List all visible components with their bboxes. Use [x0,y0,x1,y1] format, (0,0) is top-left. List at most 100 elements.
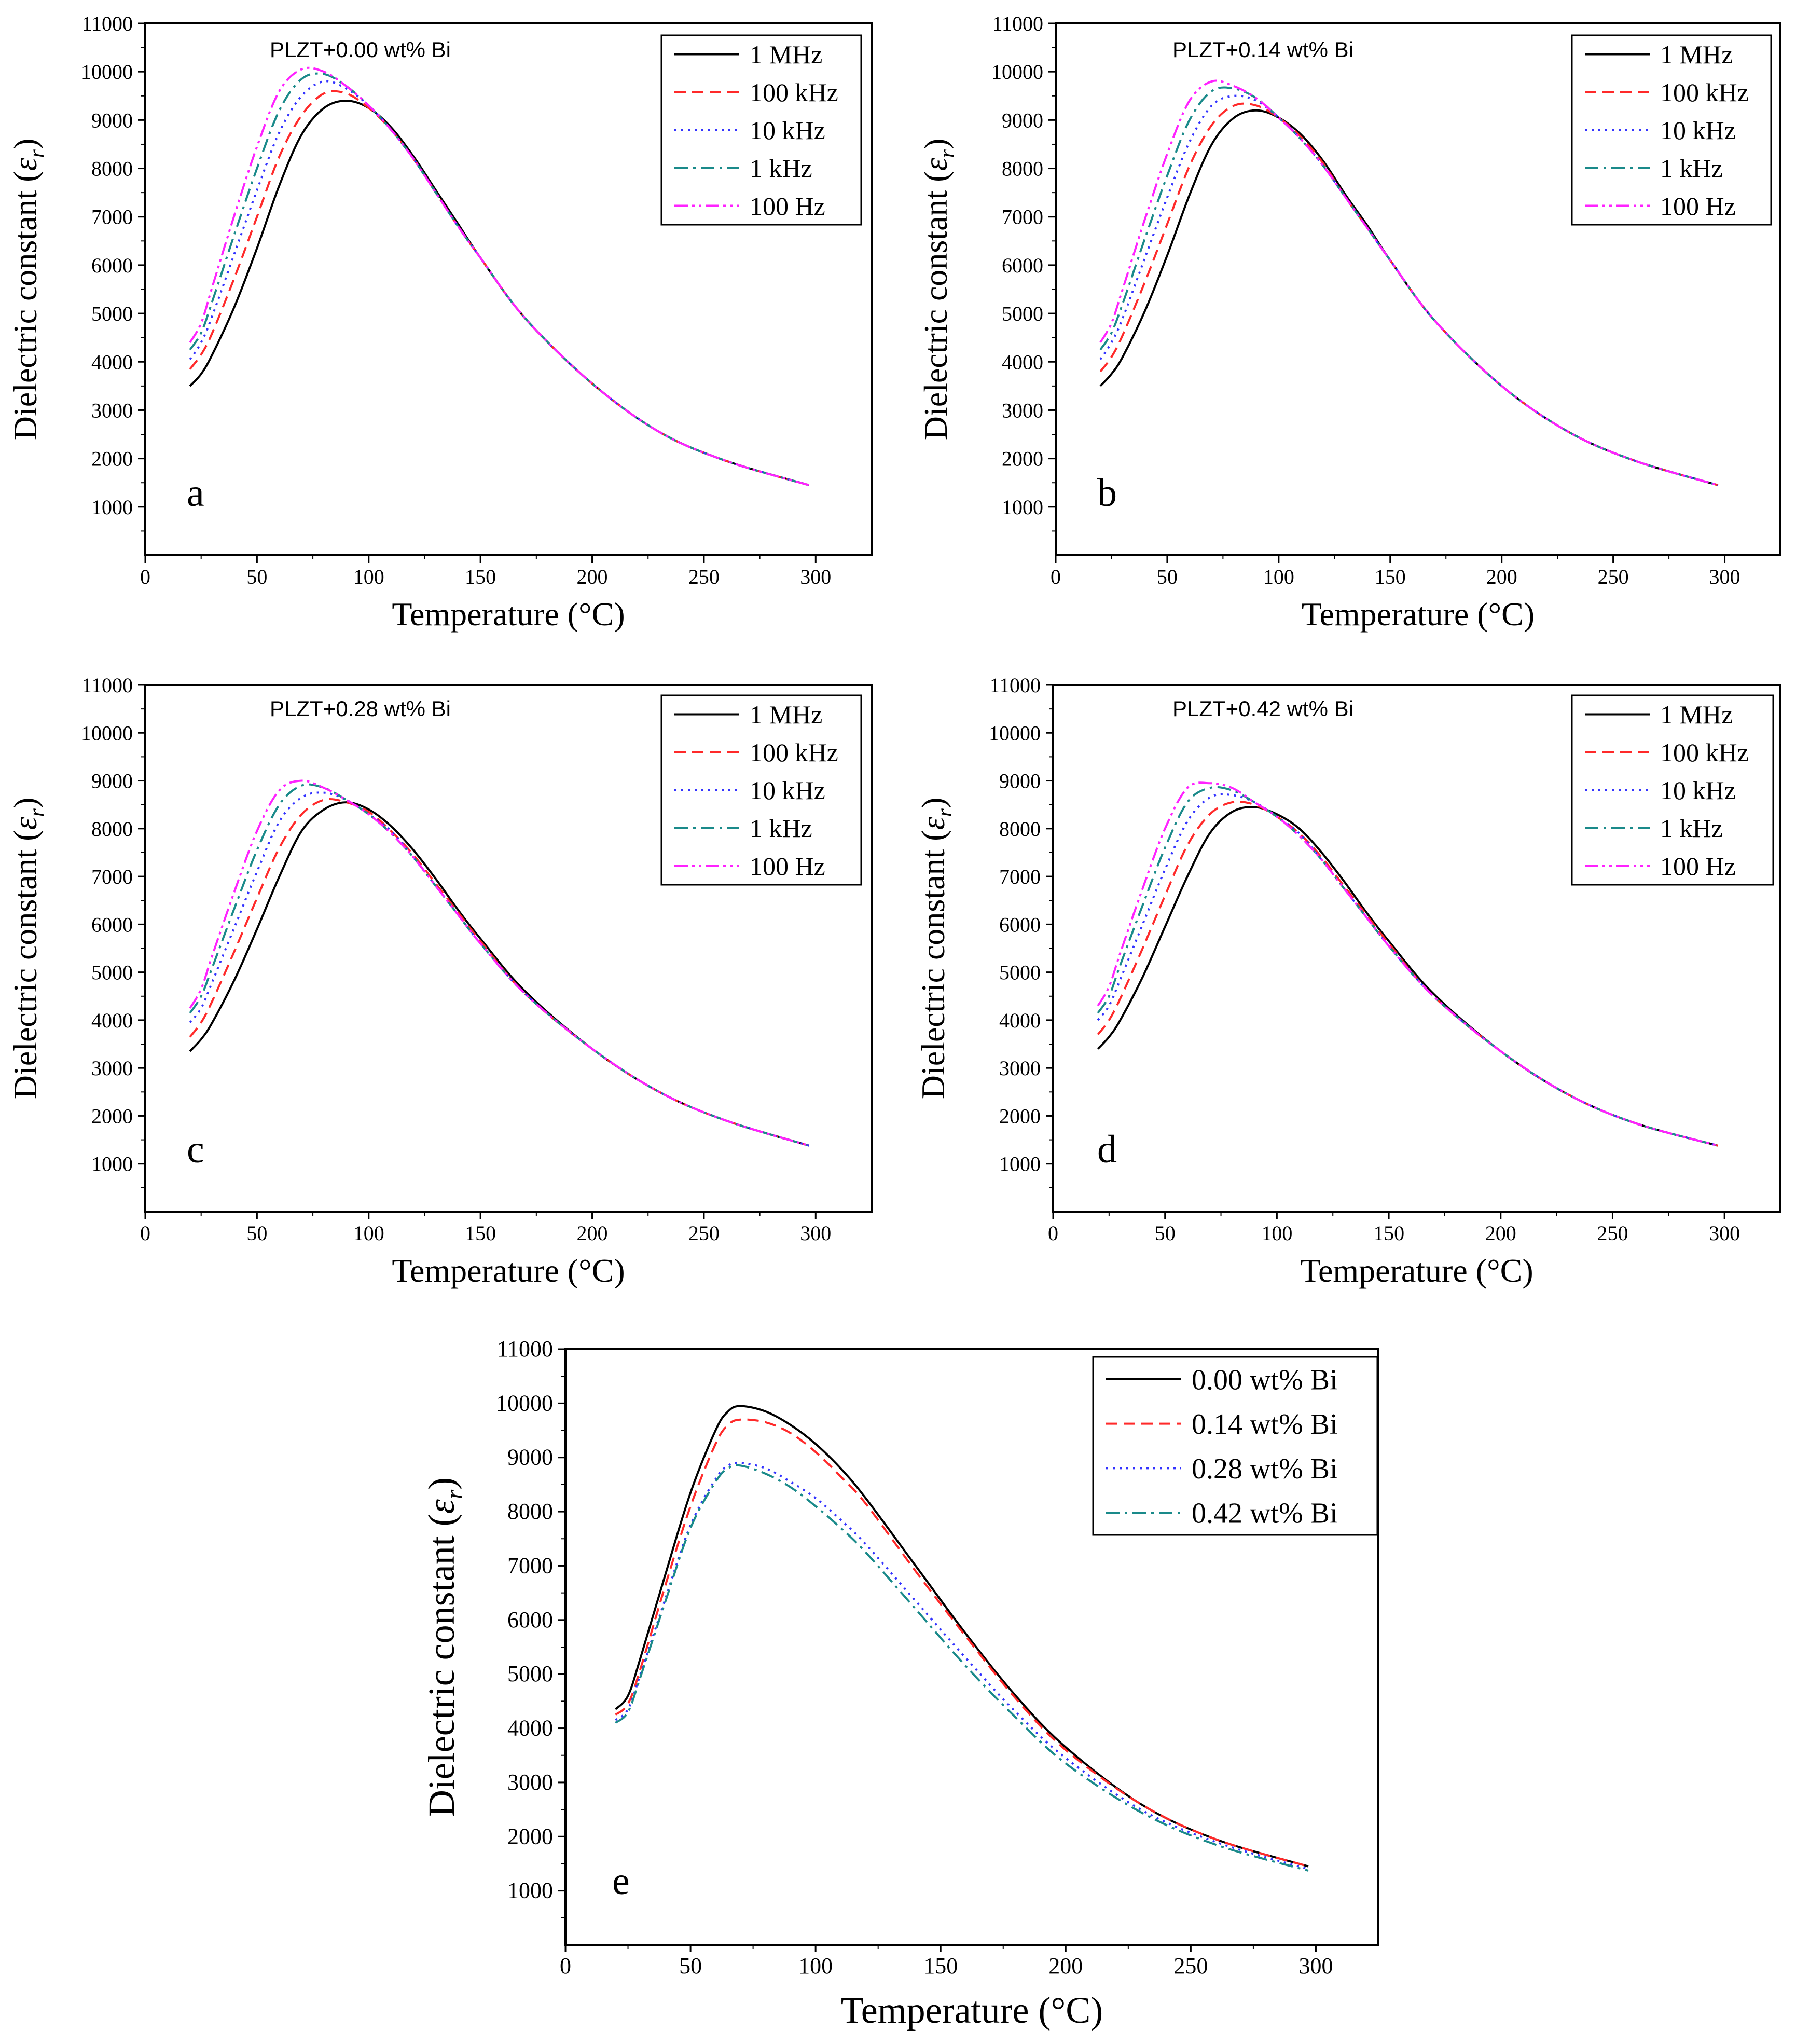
y-tick-label: 10000 [81,721,133,745]
series-line-0-28-wt-bi [615,1461,1309,1870]
y-tick-label: 7000 [91,865,133,888]
y-tick-label: 8000 [999,817,1041,841]
y-tick-label: 10000 [81,60,133,84]
x-tick-label: 50 [1155,1222,1176,1245]
x-tick-label: 0 [140,565,150,588]
x-tick-label: 250 [1598,565,1629,588]
y-tick-label: 5000 [91,302,133,325]
legend: 1 MHz 100 kHz 10 kHz 1 kHz 100 Hz [660,694,862,886]
y-tick-label: 8000 [91,157,133,181]
y-tick-label: 11000 [992,12,1043,35]
y-tick-label: 3000 [1002,399,1043,422]
legend: 0.00 wt% Bi 0.14 wt% Bi 0.28 wt% Bi 0.42 wt… [1092,1356,1378,1536]
y-axis-label-text: Dielectric constant ( [915,830,951,1099]
y-tick-label: 11000 [81,12,133,35]
y-tick-label: 10000 [991,60,1043,84]
chart-title: PLZT+0.00 wt% Bi [270,37,451,62]
y-tick-label: 6000 [507,1607,553,1633]
legend-label: 1 kHz [750,814,812,843]
panel-label: d [1097,1128,1117,1171]
y-axis-label-symbol: ε [7,157,44,171]
x-tick-label: 50 [246,1222,267,1245]
legend-label: 100 kHz [750,738,838,767]
y-tick-label: 1000 [507,1878,553,1903]
y-axis-label-symbol: ε [421,1499,462,1514]
y-tick-label: 5000 [1002,302,1043,325]
legend-label: 10 kHz [1660,776,1736,805]
legend-label: 0.14 wt% Bi [1192,1408,1338,1441]
legend-label: 1 kHz [1660,814,1723,843]
chart-panel-a: 0 50 100 150 200 250 300 1000 2000 3000 4000 5000 60… [7,12,873,633]
series-line-100-hz [189,779,809,1147]
y-axis-label: Dielectric constant (εr) [7,139,48,441]
y-tick-label: 2000 [91,1104,133,1128]
x-tick-label: 300 [1709,1222,1740,1245]
y-tick-label: 7000 [999,865,1041,888]
x-tick-label: 300 [800,1222,831,1245]
legend: 1 MHz 100 kHz 10 kHz 1 kHz 100 Hz [1571,694,1774,886]
x-axis-label: Temperature (°C) [1302,596,1535,633]
y-tick-label: 1000 [1002,496,1043,519]
y-axis-label-symbol: ε [917,157,954,171]
panel-label: a [187,471,204,515]
y-tick-label: 11000 [81,674,133,697]
panel-label: e [612,1859,630,1903]
x-tick-label: 200 [1485,1222,1516,1245]
y-tick-label: 2000 [999,1104,1041,1128]
y-tick-label: 11000 [989,674,1041,697]
y-axis-label-close: ) [7,139,44,149]
legend-label: 1 MHz [750,700,822,729]
x-tick-label: 0 [1051,565,1061,588]
y-axis-label-close: ) [915,798,951,808]
y-axis-label-subscript: r [935,149,959,158]
legend-label: 1 kHz [750,154,812,183]
series-line-0-14-wt-bi [615,1418,1309,1868]
y-axis-label-symbol: ε [915,816,951,830]
y-axis-label-subscript: r [24,149,48,158]
legend-label: 1 MHz [750,40,822,69]
y-tick-label: 1000 [91,496,133,519]
y-tick-label: 11000 [497,1336,553,1362]
y-axis-label: Dielectric constant (εr) [421,1477,468,1817]
y-tick-label: 8000 [91,817,133,841]
chart-panel-d: 0 50 100 150 200 250 300 1000 2000 3000 4000 5000 60… [915,674,1781,1289]
chart-title: PLZT+0.14 wt% Bi [1172,37,1353,62]
y-tick-label: 3000 [507,1769,553,1795]
y-tick-label: 6000 [999,913,1041,936]
legend-label: 0.42 wt% Bi [1192,1498,1338,1530]
legend-label: 100 kHz [1660,78,1749,107]
x-axis-label: Temperature (°C) [392,1252,625,1289]
x-tick-label: 50 [1157,565,1178,588]
chart-panel-e: 0 50 100 150 200 250 300 1000 2000 3000 4000 5000 60… [421,1336,1379,2031]
y-tick-label: 6000 [91,913,133,936]
y-tick-label: 6000 [1002,254,1043,277]
x-tick-label: 250 [1597,1222,1628,1245]
y-tick-label: 7000 [507,1553,553,1578]
y-tick-label: 6000 [91,254,133,277]
x-tick-label: 0 [140,1222,150,1245]
series-line-0-00-wt-bi [614,1405,1309,1868]
y-tick-label: 1000 [999,1153,1041,1176]
y-axis-label: Dielectric constant (εr) [915,798,956,1100]
x-tick-label: 250 [1173,1953,1208,1979]
y-tick-label: 3000 [999,1057,1041,1080]
legend-label: 0.00 wt% Bi [1192,1364,1338,1396]
legend-label: 10 kHz [750,776,825,805]
legend-label: 10 kHz [1660,116,1736,145]
x-axis-label: Temperature (°C) [1300,1252,1533,1289]
x-axis-label: Temperature (°C) [841,1990,1103,2031]
legend-label: 100 kHz [1660,738,1749,767]
series-line-0-42-wt-bi [615,1464,1309,1872]
y-tick-label: 3000 [91,399,133,422]
y-tick-label: 5000 [999,961,1041,984]
y-axis-label-subscript: r [24,808,48,817]
x-tick-label: 50 [679,1953,702,1979]
legend-label: 100 Hz [1660,852,1736,881]
panel-label: c [187,1128,204,1171]
y-axis-label-close: ) [7,798,44,808]
x-tick-label: 300 [1709,565,1740,588]
y-axis-label-close: ) [421,1477,462,1490]
series-line-10-khz [189,80,809,486]
y-tick-label: 8000 [507,1499,553,1524]
